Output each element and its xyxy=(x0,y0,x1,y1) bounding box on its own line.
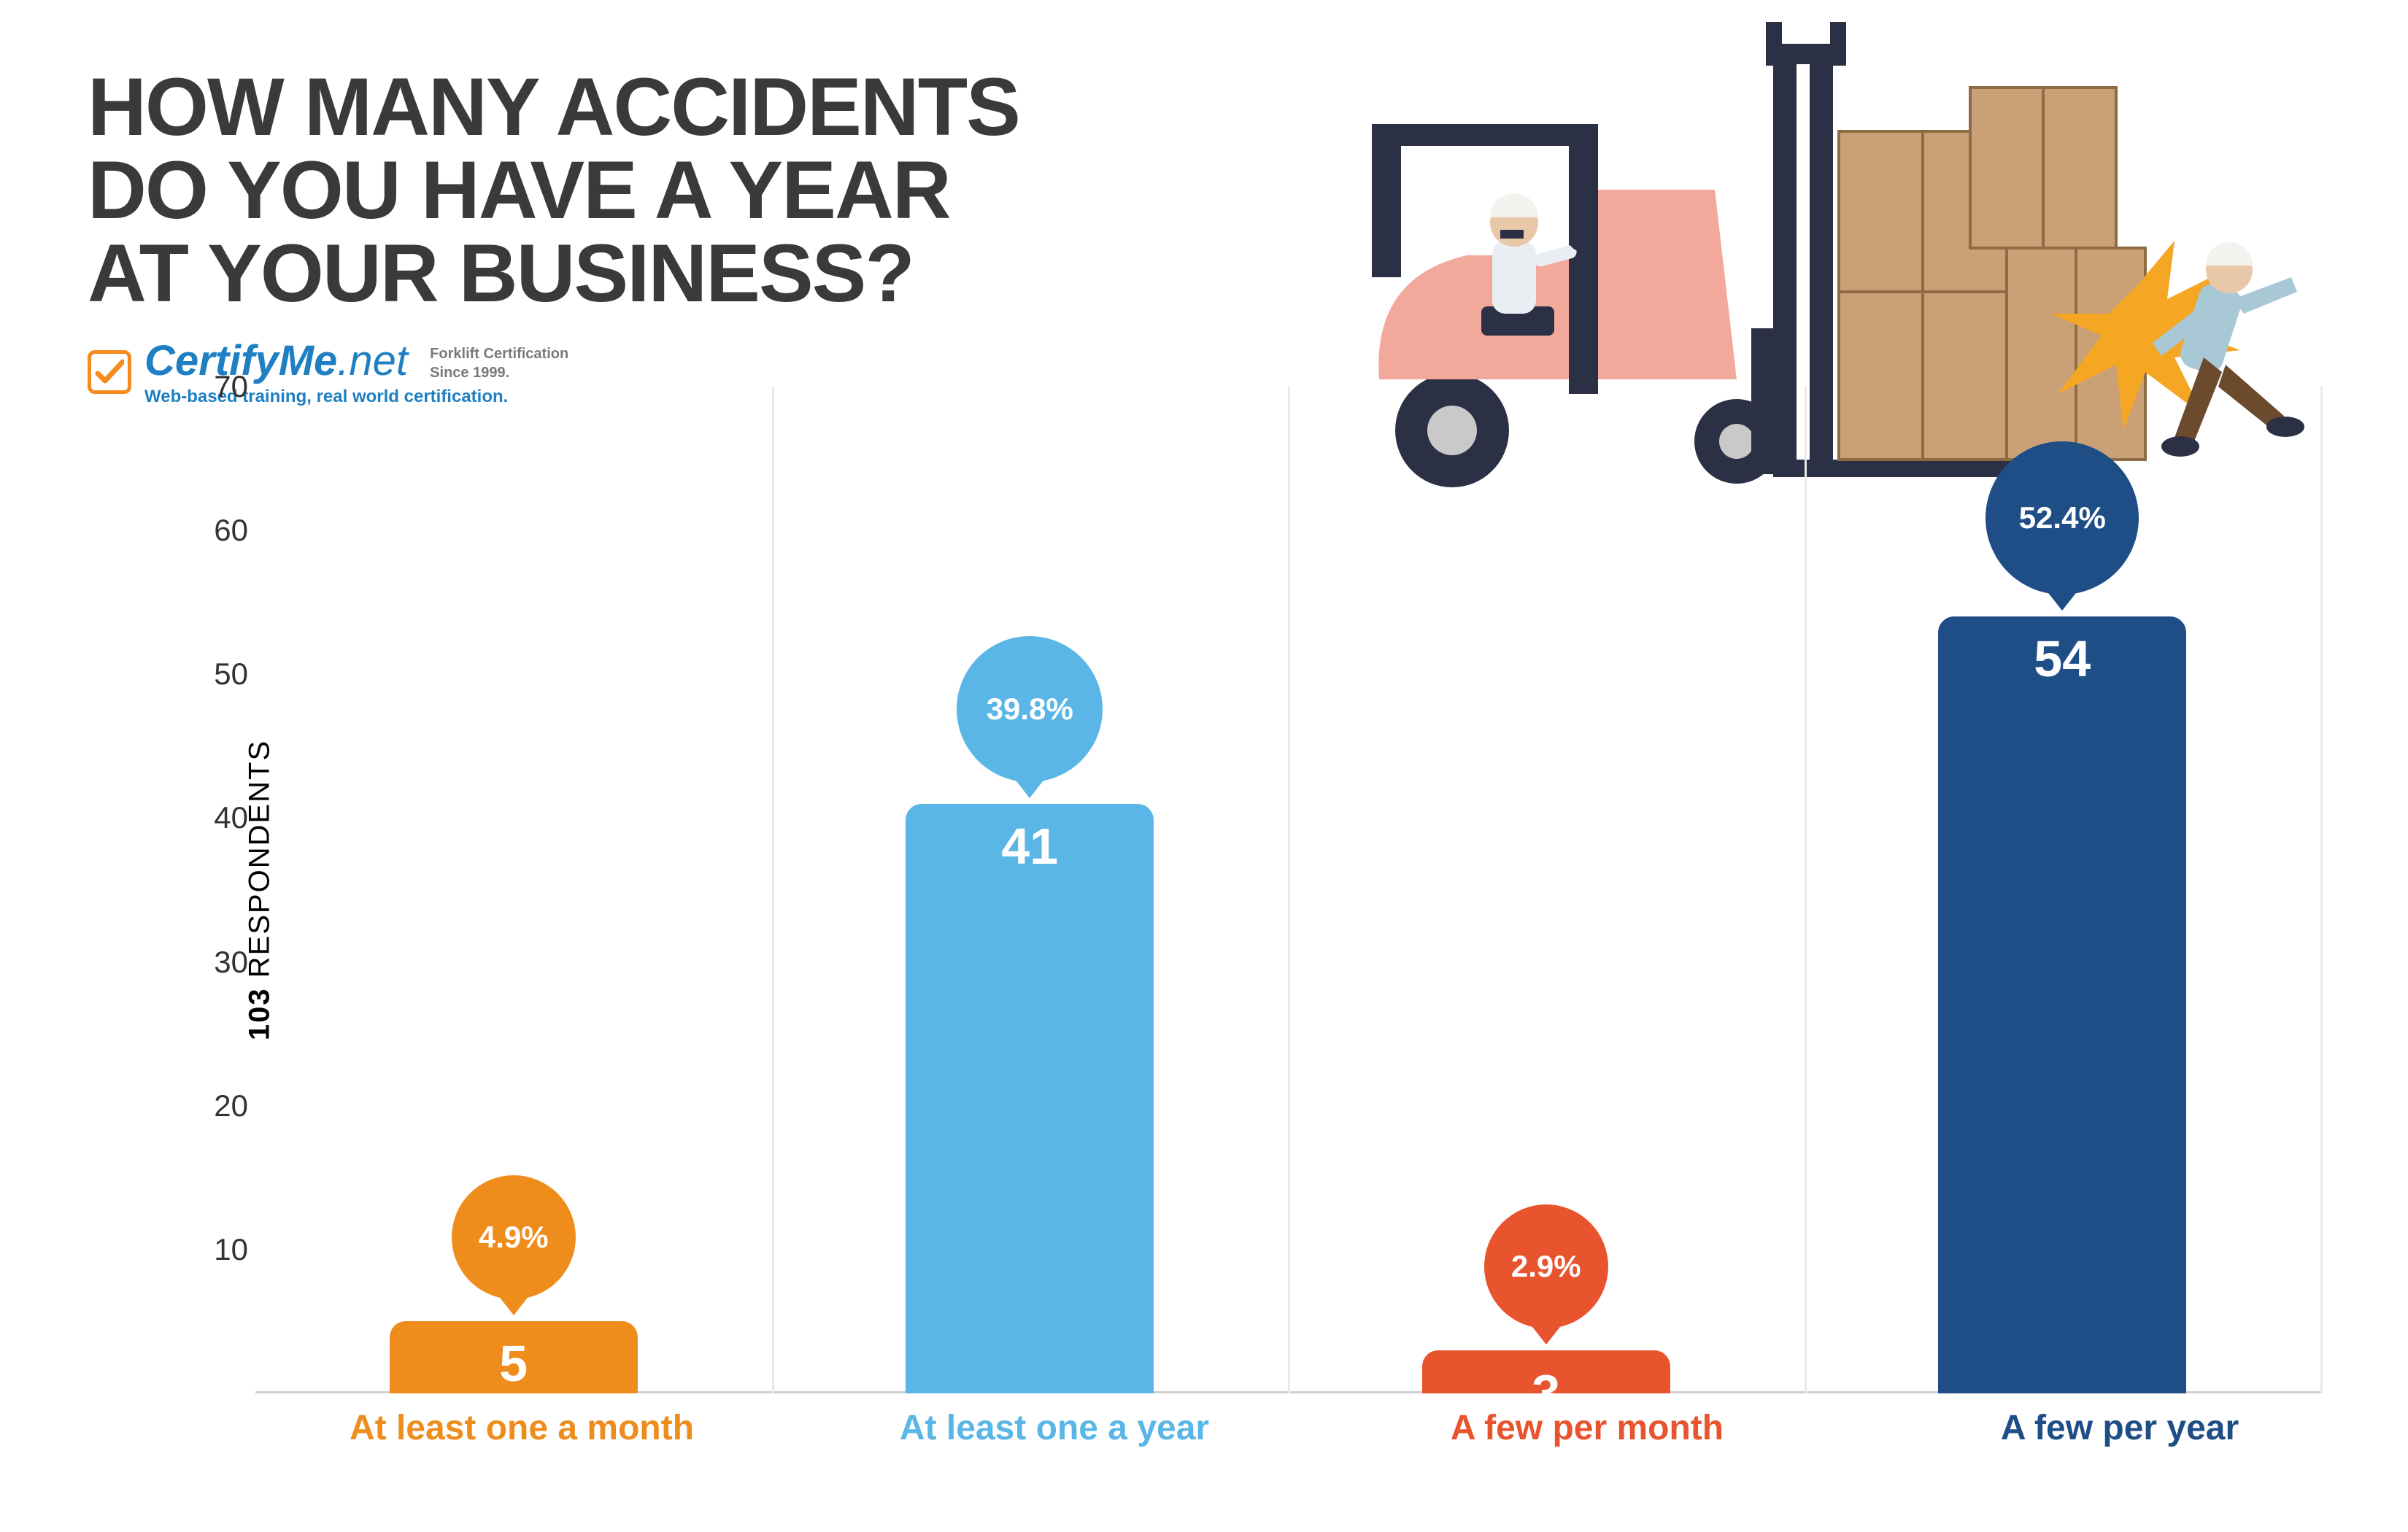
checkmark-path xyxy=(98,362,123,381)
logo-tag1: Forklift Certification xyxy=(430,346,568,362)
xlabel: At least one a year xyxy=(788,1408,1321,1448)
pct-bubble: 4.9% xyxy=(452,1175,576,1299)
bar-chart: 103 RESPONDENTS 1020304050607054.9%4139.… xyxy=(190,387,2320,1393)
xlabel: At least one a month xyxy=(255,1408,788,1448)
plot-area: 1020304050607054.9%4139.8%32.9%5452.4% xyxy=(255,387,2320,1393)
ytick: 40 xyxy=(190,800,248,835)
ytick: 10 xyxy=(190,1232,248,1267)
bar-count: 54 xyxy=(1938,630,2186,688)
grid-vline xyxy=(1805,387,1807,1393)
grid-vline xyxy=(1288,387,1290,1393)
bubble-tail xyxy=(1014,778,1046,798)
bar: 54 xyxy=(1938,616,2186,1393)
bar-count: 41 xyxy=(906,817,1154,875)
ytick: 20 xyxy=(190,1088,248,1123)
xlabel: A few per month xyxy=(1321,1408,1853,1448)
pct-bubble: 2.9% xyxy=(1484,1204,1608,1328)
ytick: 50 xyxy=(190,657,248,692)
bar: 5 xyxy=(390,1321,638,1393)
xlabel: A few per year xyxy=(1853,1408,2386,1448)
bar: 3 xyxy=(1422,1350,1670,1393)
bar: 41 xyxy=(906,804,1154,1393)
logo-check-icon xyxy=(88,350,131,394)
logo-tag2: Since 1999. xyxy=(430,365,509,381)
logo-tagline: Forklift Certification Since 1999. xyxy=(430,344,568,382)
ytick: 30 xyxy=(190,945,248,980)
bubble-tail xyxy=(498,1295,530,1315)
logo-suffix: .net xyxy=(337,337,408,384)
pct-bubble: 39.8% xyxy=(957,636,1103,782)
grid-vline xyxy=(772,387,774,1393)
bubble-tail xyxy=(1530,1324,1562,1345)
pct-bubble: 52.4% xyxy=(1986,441,2139,595)
ytick: 60 xyxy=(190,513,248,548)
grid-vline xyxy=(2320,387,2323,1393)
bubble-tail xyxy=(2046,590,2078,611)
ytick: 70 xyxy=(190,369,248,404)
bar-count: 5 xyxy=(390,1334,638,1393)
